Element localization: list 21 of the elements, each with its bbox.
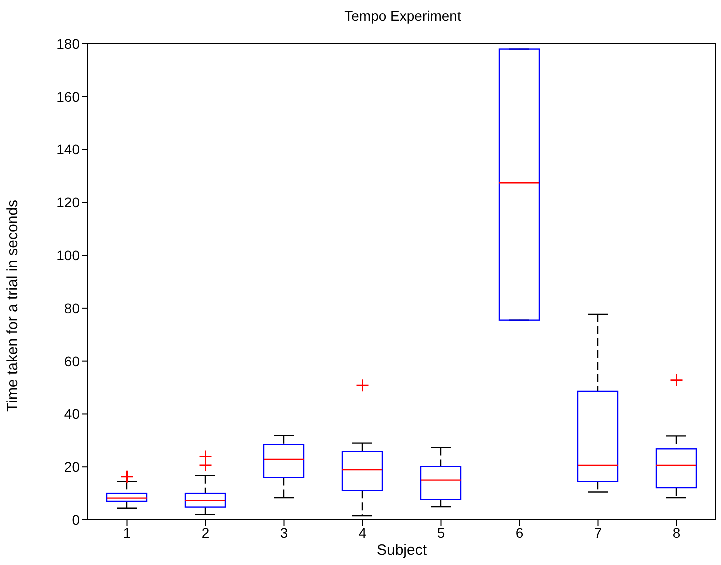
x-tick-label: 2	[202, 524, 210, 541]
y-tick-label: 160	[56, 88, 80, 105]
x-tick-label: 5	[437, 524, 446, 541]
y-tick-label: 20	[64, 459, 80, 476]
y-tick-label: 0	[72, 512, 80, 528]
x-axis-title: Subject	[376, 542, 428, 559]
y-tick-label: 140	[56, 142, 80, 158]
y-tick-label: 80	[64, 300, 80, 316]
x-tick-label: 8	[672, 524, 681, 541]
x-tick-label: 7	[594, 524, 602, 541]
x-tick-label: 1	[123, 524, 132, 541]
x-tick-label: 6	[516, 524, 524, 541]
chart-title: Tempo Experiment	[344, 8, 462, 24]
y-tick-label: 40	[64, 406, 80, 422]
y-tick-label: 60	[64, 353, 80, 370]
x-tick-label: 4	[358, 524, 367, 541]
y-axis-title: Time taken for a trial in seconds	[4, 200, 22, 412]
y-tick-label: 180	[56, 36, 80, 52]
y-tick-label: 100	[56, 248, 80, 264]
x-tick-label: 3	[280, 524, 288, 541]
y-tick-label: 120	[56, 194, 80, 211]
